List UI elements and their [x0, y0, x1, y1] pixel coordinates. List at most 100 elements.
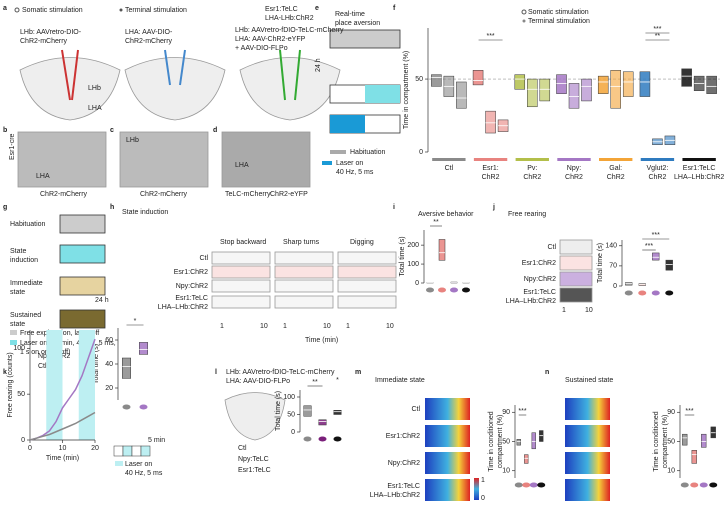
label: LHA: AAV-DIO-FLPo [226, 378, 290, 385]
label: 1 [562, 307, 566, 314]
y-axis-label: Total time (s) [275, 391, 282, 431]
panel-letter: b [3, 127, 7, 134]
label: LHb [88, 85, 101, 92]
group-icon [680, 482, 689, 488]
y-tick-label: 10 [667, 468, 675, 475]
box [514, 74, 526, 90]
label: Sharp turns [283, 239, 320, 246]
group-label: Gal: [609, 165, 622, 172]
label: LHb: AAVretro-fDIO-TeLC-mCherry [235, 27, 344, 34]
epoch [131, 445, 142, 457]
label: Immediate [10, 280, 43, 287]
symbol [521, 9, 527, 15]
label: + AAV-DIO-FLPo [235, 45, 288, 52]
group-label: ChR2 [482, 174, 500, 181]
box [706, 75, 717, 94]
label: Laser on [125, 461, 152, 468]
group-icon [333, 436, 342, 442]
y-tick-label: 140 [605, 243, 617, 250]
box [622, 71, 634, 97]
label: Esr1:TeLC [387, 483, 420, 490]
box [318, 419, 327, 426]
group-icon [426, 287, 434, 293]
y-tick-label: 50 [287, 411, 295, 418]
sig-label: *** [652, 232, 660, 239]
label: LHA–LHb:ChR2 [506, 298, 556, 305]
panel-letter: k [3, 369, 7, 376]
group-icon [624, 290, 633, 296]
group-label: ChR2 [648, 174, 666, 181]
label: ChR2-eYFP [270, 191, 308, 198]
epoch [140, 445, 151, 457]
group-bar [599, 158, 633, 161]
group-icon [139, 404, 148, 410]
group-icon [450, 287, 458, 293]
label: TeLC-mCherry [225, 191, 271, 198]
label: Ctl [547, 244, 556, 251]
label: 40 Hz, 5 ms [125, 470, 163, 477]
y-tick-label: 100 [407, 261, 419, 268]
label: Npy:ChR2 [524, 276, 556, 283]
group-label: Pv: [527, 165, 537, 172]
x-axis-label: Time (min) [46, 455, 79, 462]
y-axis-label: Time in conditioned [488, 411, 495, 472]
box [524, 454, 529, 464]
panel-letter: e [315, 5, 319, 12]
sig-label: *** [518, 408, 526, 415]
group-bar [473, 158, 508, 161]
label: state [10, 289, 25, 296]
label: Stop backward [220, 239, 266, 246]
label: 1 [283, 323, 287, 330]
layout [10, 29, 610, 501]
box [485, 110, 496, 134]
symbol [522, 19, 526, 23]
laser-period [46, 330, 63, 440]
x-tick-label: 10 [59, 445, 67, 452]
group-icon [699, 482, 708, 488]
group-bar [682, 158, 716, 161]
box [516, 439, 521, 446]
y-axis-label: Time in compartment (%) [403, 51, 410, 129]
label: 1 s on or 1 s off) [20, 349, 70, 356]
panel-letter: l [215, 369, 217, 376]
label: 1 [346, 323, 350, 330]
label: Esr1:TeLC [523, 289, 556, 296]
label: LHb [126, 137, 139, 144]
label: Sustained [10, 312, 41, 319]
label: LHA: AAV-DIO- [125, 29, 173, 36]
group-icon [318, 436, 327, 442]
label: 5 min [148, 437, 165, 444]
box [122, 357, 131, 379]
label: LHA [88, 105, 102, 112]
y-axis-label: Total time (s) [597, 243, 604, 283]
label: LHA-LHb:ChR2 [265, 15, 314, 22]
label: State [10, 248, 26, 255]
label: LHA–LHb:ChR2 [158, 304, 208, 311]
group-label: Vglut2: [647, 165, 669, 172]
y-tick-label: 20 [105, 385, 113, 392]
symbol [14, 7, 20, 13]
label: Esr1:TeLC [238, 467, 271, 474]
label: 10 [260, 323, 268, 330]
label: LHA [235, 162, 249, 169]
label: 1 [220, 323, 224, 330]
legend-swatch [115, 461, 123, 466]
box [303, 405, 312, 417]
label: 10 [386, 323, 394, 330]
y-tick-label: 0 [415, 280, 419, 287]
label: Npy:TeLC [238, 456, 269, 463]
y-tick-label: 0 [613, 283, 617, 290]
box [531, 432, 536, 450]
label: Ctl [38, 363, 47, 370]
box [682, 433, 688, 446]
group-icon [709, 482, 718, 488]
box [431, 74, 442, 87]
label: 0 [481, 495, 485, 502]
y-tick-label: 60 [105, 337, 113, 344]
box [639, 71, 651, 97]
label: 24 h [95, 297, 109, 304]
group-label: Esr1: [482, 165, 498, 172]
label: ChR2-mCherry [140, 191, 188, 198]
label: Sustained state [565, 377, 613, 384]
